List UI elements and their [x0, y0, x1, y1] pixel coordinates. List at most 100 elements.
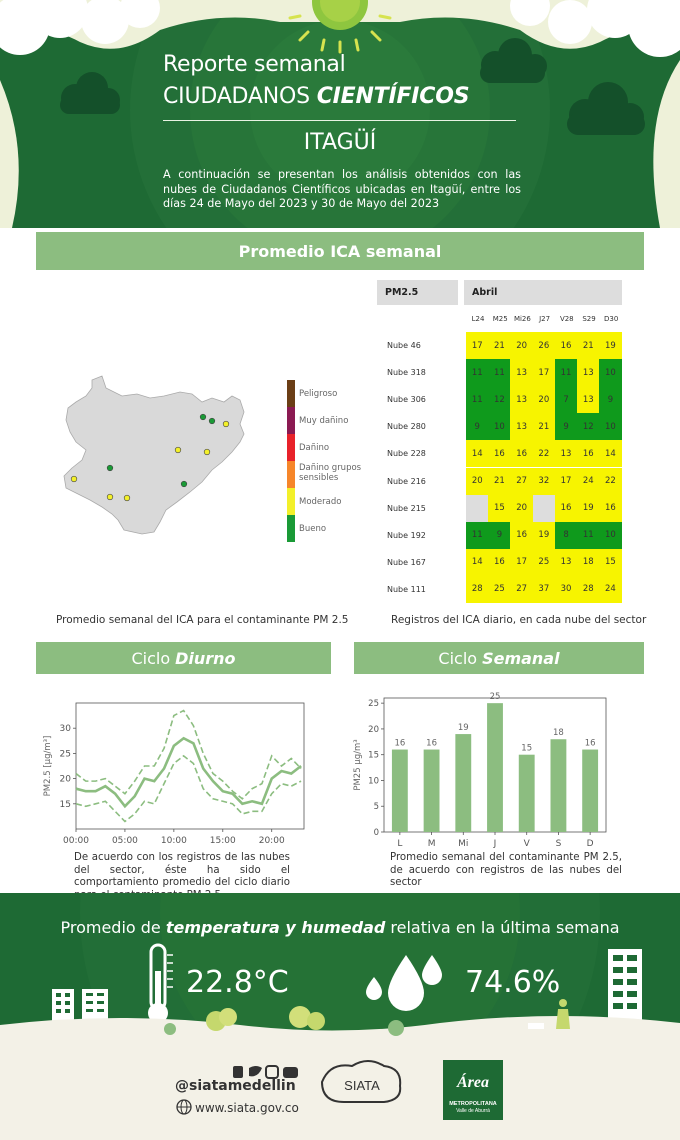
table-cell: 16	[554, 332, 578, 359]
table-cell: 14	[599, 440, 622, 468]
siata-logo-text: SIATA	[344, 1078, 380, 1093]
area-metropolitana-logo: Área METROPOLITANA Valle de Aburrá	[443, 1060, 503, 1120]
x-tick-label: 05:00	[112, 836, 138, 846]
legend-swatch	[287, 434, 295, 461]
table-cell: 19	[599, 332, 622, 359]
x-tick-label: 15:00	[210, 836, 236, 846]
table-cell: 19	[532, 521, 556, 549]
report-description: A continuación se presentan los análisis…	[163, 168, 521, 210]
table-cell	[466, 494, 489, 522]
table-day-header: M25	[492, 315, 508, 323]
siata-logo: SIATA	[320, 1060, 402, 1103]
y-tick-label: 5	[374, 802, 379, 812]
table-cell: 20	[510, 494, 533, 522]
website-link[interactable]: www.siata.gov.co	[195, 1101, 299, 1115]
table-cell: 7	[554, 386, 578, 414]
table-day-header: J27	[539, 315, 551, 323]
table-cell: 21	[488, 467, 511, 495]
map-point	[70, 475, 78, 483]
table-cell: 16	[510, 521, 533, 549]
social-handle[interactable]: @siatamedellin	[175, 1078, 296, 1094]
table-cell: 11	[466, 386, 489, 414]
person-walking-icon	[528, 999, 570, 1029]
table-cell: 17	[554, 467, 578, 495]
semanal-caption: Promedio semanal del contaminante PM 2.5…	[390, 852, 622, 888]
youtube-icon[interactable]	[283, 1067, 298, 1078]
table-cell: 24	[599, 575, 622, 603]
legend-label: Dañino grupos sensibles	[299, 463, 362, 483]
table-row-label: Nube 318	[387, 368, 426, 378]
footer-graphics: SIATA Área METROPOLITANA Valle de Aburrá	[176, 1060, 503, 1120]
social-icons	[233, 1065, 298, 1079]
tree-icon	[164, 1006, 404, 1036]
diurno-line-chart: 15 20 25 30 00:00 05:00 10:00 15:00 20:00 PM2.5 […	[43, 702, 305, 846]
thermometer-icon	[148, 943, 173, 1023]
table-cell: 19	[577, 494, 600, 522]
map-point	[180, 480, 188, 488]
bar-value-label: 16	[426, 739, 437, 749]
weather-title-c: relativa en la última semana	[385, 918, 620, 937]
legend-label: Moderado	[299, 497, 342, 507]
x-tick-label: L	[397, 839, 402, 849]
table-cell: 9	[554, 413, 578, 441]
y-tick-label: 20	[60, 775, 72, 785]
table-cell: 9	[488, 521, 511, 549]
table-cell: 25	[532, 548, 556, 576]
table-cell: 32	[532, 467, 556, 495]
series-line-mean	[75, 736, 302, 809]
table-cell: 17	[510, 548, 533, 576]
cloud-right-icon	[510, 0, 680, 57]
table-row-label: Nube 228	[387, 449, 426, 459]
bar-value-label: 19	[458, 723, 469, 733]
report-subtitle-b: CIENTÍFICOS	[316, 84, 470, 109]
table-cell: 15	[488, 494, 511, 522]
table-row-label: Nube 306	[387, 395, 426, 405]
x-tick-label: Mi	[458, 839, 468, 849]
itagui-map	[62, 372, 272, 541]
table-cell: 17	[532, 359, 556, 387]
table-cell: 13	[554, 440, 578, 468]
table-cell: 16	[488, 440, 511, 468]
semanal-banner-a: Ciclo	[438, 648, 478, 668]
table-day-header: S29	[582, 315, 596, 323]
instagram-icon[interactable]	[265, 1065, 279, 1079]
table-cell: 27	[510, 575, 533, 603]
table-cell: 21	[488, 332, 511, 359]
twitter-icon[interactable]	[249, 1066, 262, 1077]
legend-swatch	[287, 461, 295, 488]
map-point	[106, 464, 114, 472]
table-row-label: Nube 111	[387, 584, 426, 594]
y-tick-label: 25	[368, 699, 379, 709]
sun-icon	[288, 0, 392, 54]
table-cell: 16	[554, 494, 578, 522]
map-point	[222, 420, 230, 428]
footer: SIATA Área METROPOLITANA Valle de Aburrá	[0, 1040, 680, 1140]
table-cell: 10	[599, 521, 622, 549]
map-point	[199, 413, 207, 421]
table-cell: 13	[577, 386, 600, 414]
bar-value-label: 16	[394, 739, 405, 749]
diurno-banner: Ciclo Diurno	[36, 642, 331, 674]
area-logo-line1: METROPOLITANA	[449, 1101, 497, 1107]
facebook-icon[interactable]	[233, 1066, 243, 1078]
legend-item: Dañino grupos sensibles	[287, 461, 387, 488]
report-subtitle: CIUDADANOS CIENTÍFICOS	[163, 84, 470, 109]
x-tick-label: 00:00	[63, 836, 89, 846]
bar	[455, 734, 472, 832]
table-row-label: Nube 46	[387, 341, 421, 350]
table-row-label: Nube 215	[387, 503, 426, 513]
area-logo-line2: Valle de Aburrá	[456, 1108, 490, 1114]
table-cell: 14	[466, 440, 489, 468]
table-caption: Registros del ICA diario, en cada nube d…	[391, 614, 647, 626]
table-cell: 28	[466, 575, 489, 603]
table-cell: 24	[577, 467, 600, 495]
table-row-label: Nube 280	[387, 422, 426, 432]
table-cell: 13	[510, 359, 533, 387]
table-cell: 11	[577, 521, 600, 549]
table-cell: 9	[599, 386, 622, 414]
legend-item: Moderado	[287, 488, 387, 515]
globe-icon	[176, 1099, 192, 1115]
table-cell: 26	[532, 332, 556, 359]
bar-value-label: 15	[521, 744, 532, 754]
map-point	[174, 446, 182, 454]
